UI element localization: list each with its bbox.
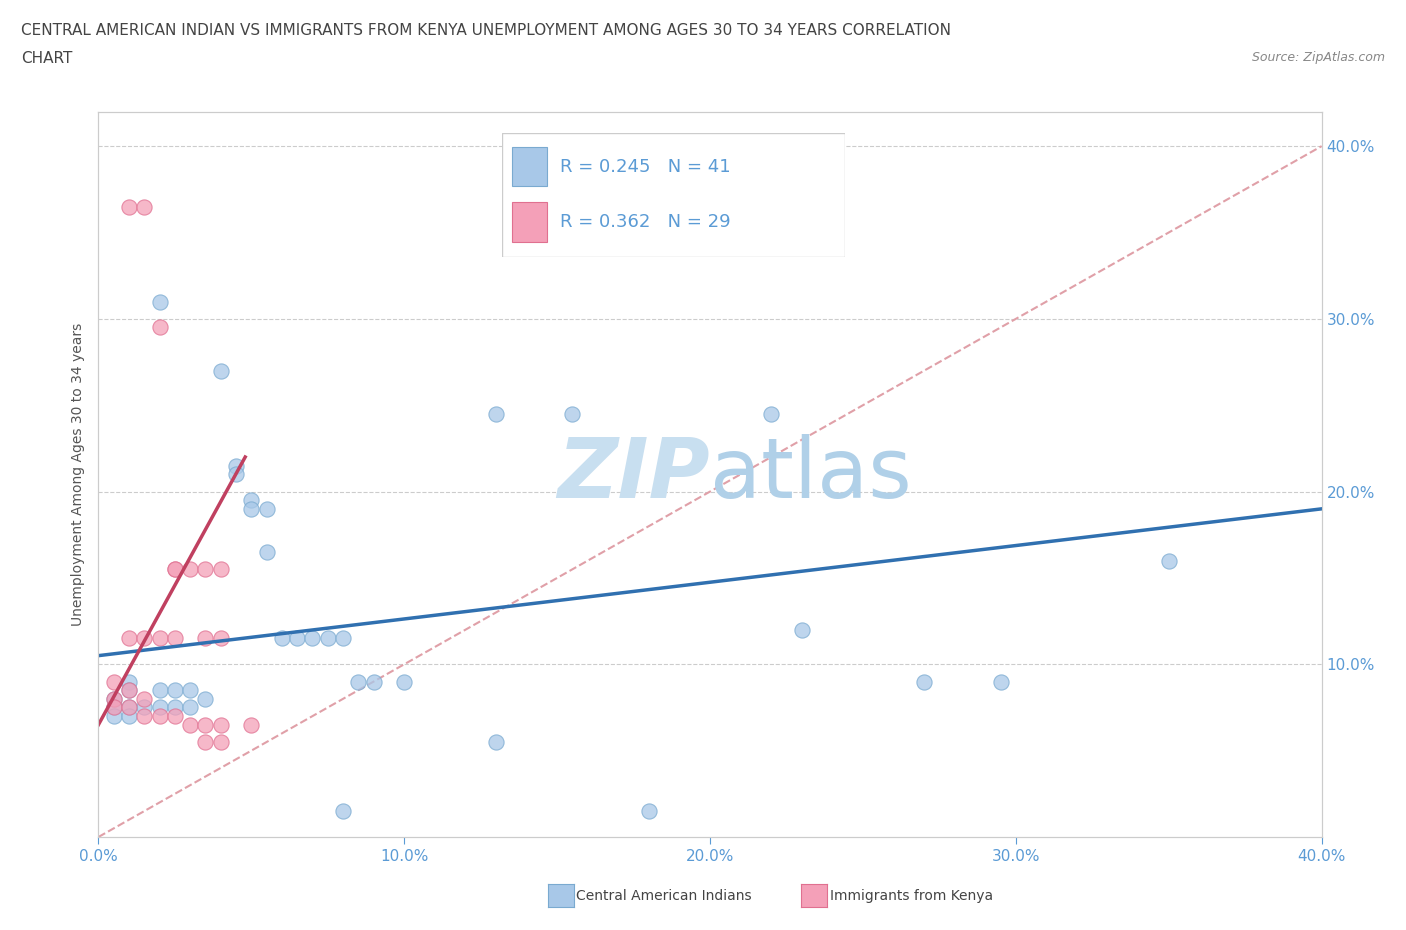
Point xyxy=(209,364,232,379)
Point xyxy=(194,562,217,577)
Point xyxy=(134,631,156,645)
Point xyxy=(134,691,156,706)
Point xyxy=(285,631,308,645)
Point xyxy=(163,709,186,724)
Point xyxy=(392,674,416,689)
Point xyxy=(332,804,354,818)
Point xyxy=(225,467,247,482)
Point xyxy=(347,674,370,689)
Point xyxy=(118,700,141,715)
Point xyxy=(179,562,201,577)
Point xyxy=(118,683,141,698)
Point xyxy=(194,735,217,750)
Point xyxy=(485,735,508,750)
Point xyxy=(103,709,125,724)
Point xyxy=(790,622,813,637)
Point xyxy=(103,691,125,706)
Point xyxy=(149,320,172,335)
Point xyxy=(149,294,172,309)
Point xyxy=(1157,553,1180,568)
Point xyxy=(363,674,385,689)
Point xyxy=(209,631,232,645)
Point xyxy=(225,458,247,473)
Point xyxy=(990,674,1012,689)
Point xyxy=(103,700,125,715)
Y-axis label: Unemployment Among Ages 30 to 34 years: Unemployment Among Ages 30 to 34 years xyxy=(72,323,86,626)
Point xyxy=(163,700,186,715)
Point xyxy=(194,691,217,706)
Point xyxy=(149,700,172,715)
Point xyxy=(118,700,141,715)
Point xyxy=(240,717,263,732)
Point xyxy=(179,700,201,715)
Point xyxy=(103,700,125,715)
Point xyxy=(118,674,141,689)
Point xyxy=(163,683,186,698)
Point xyxy=(179,717,201,732)
Point xyxy=(332,631,354,645)
Text: ZIP: ZIP xyxy=(557,433,710,515)
Point xyxy=(103,691,125,706)
Text: Immigrants from Kenya: Immigrants from Kenya xyxy=(830,888,993,903)
Point xyxy=(240,501,263,516)
Point xyxy=(301,631,323,645)
Point xyxy=(118,683,141,698)
Point xyxy=(209,735,232,750)
Point xyxy=(134,709,156,724)
Point xyxy=(149,709,172,724)
Point xyxy=(209,562,232,577)
Point xyxy=(149,631,172,645)
Point xyxy=(163,562,186,577)
Point xyxy=(485,406,508,421)
Point xyxy=(134,700,156,715)
Point xyxy=(209,717,232,732)
Point xyxy=(194,717,217,732)
Point xyxy=(163,631,186,645)
Text: atlas: atlas xyxy=(710,433,911,515)
Point xyxy=(163,562,186,577)
Point xyxy=(759,406,782,421)
Point xyxy=(179,683,201,698)
Point xyxy=(256,501,278,516)
Point xyxy=(912,674,935,689)
Point xyxy=(118,631,141,645)
Point xyxy=(118,199,141,214)
Point xyxy=(149,683,172,698)
Point xyxy=(637,804,661,818)
Text: CENTRAL AMERICAN INDIAN VS IMMIGRANTS FROM KENYA UNEMPLOYMENT AMONG AGES 30 TO 3: CENTRAL AMERICAN INDIAN VS IMMIGRANTS FR… xyxy=(21,23,950,38)
Text: Source: ZipAtlas.com: Source: ZipAtlas.com xyxy=(1251,51,1385,64)
Point xyxy=(561,406,583,421)
Point xyxy=(134,199,156,214)
Point xyxy=(256,545,278,560)
Text: Central American Indians: Central American Indians xyxy=(576,888,752,903)
Point xyxy=(103,674,125,689)
Point xyxy=(194,631,217,645)
Text: CHART: CHART xyxy=(21,51,73,66)
Point xyxy=(270,631,292,645)
Point xyxy=(118,709,141,724)
Point xyxy=(240,493,263,508)
Point xyxy=(316,631,339,645)
